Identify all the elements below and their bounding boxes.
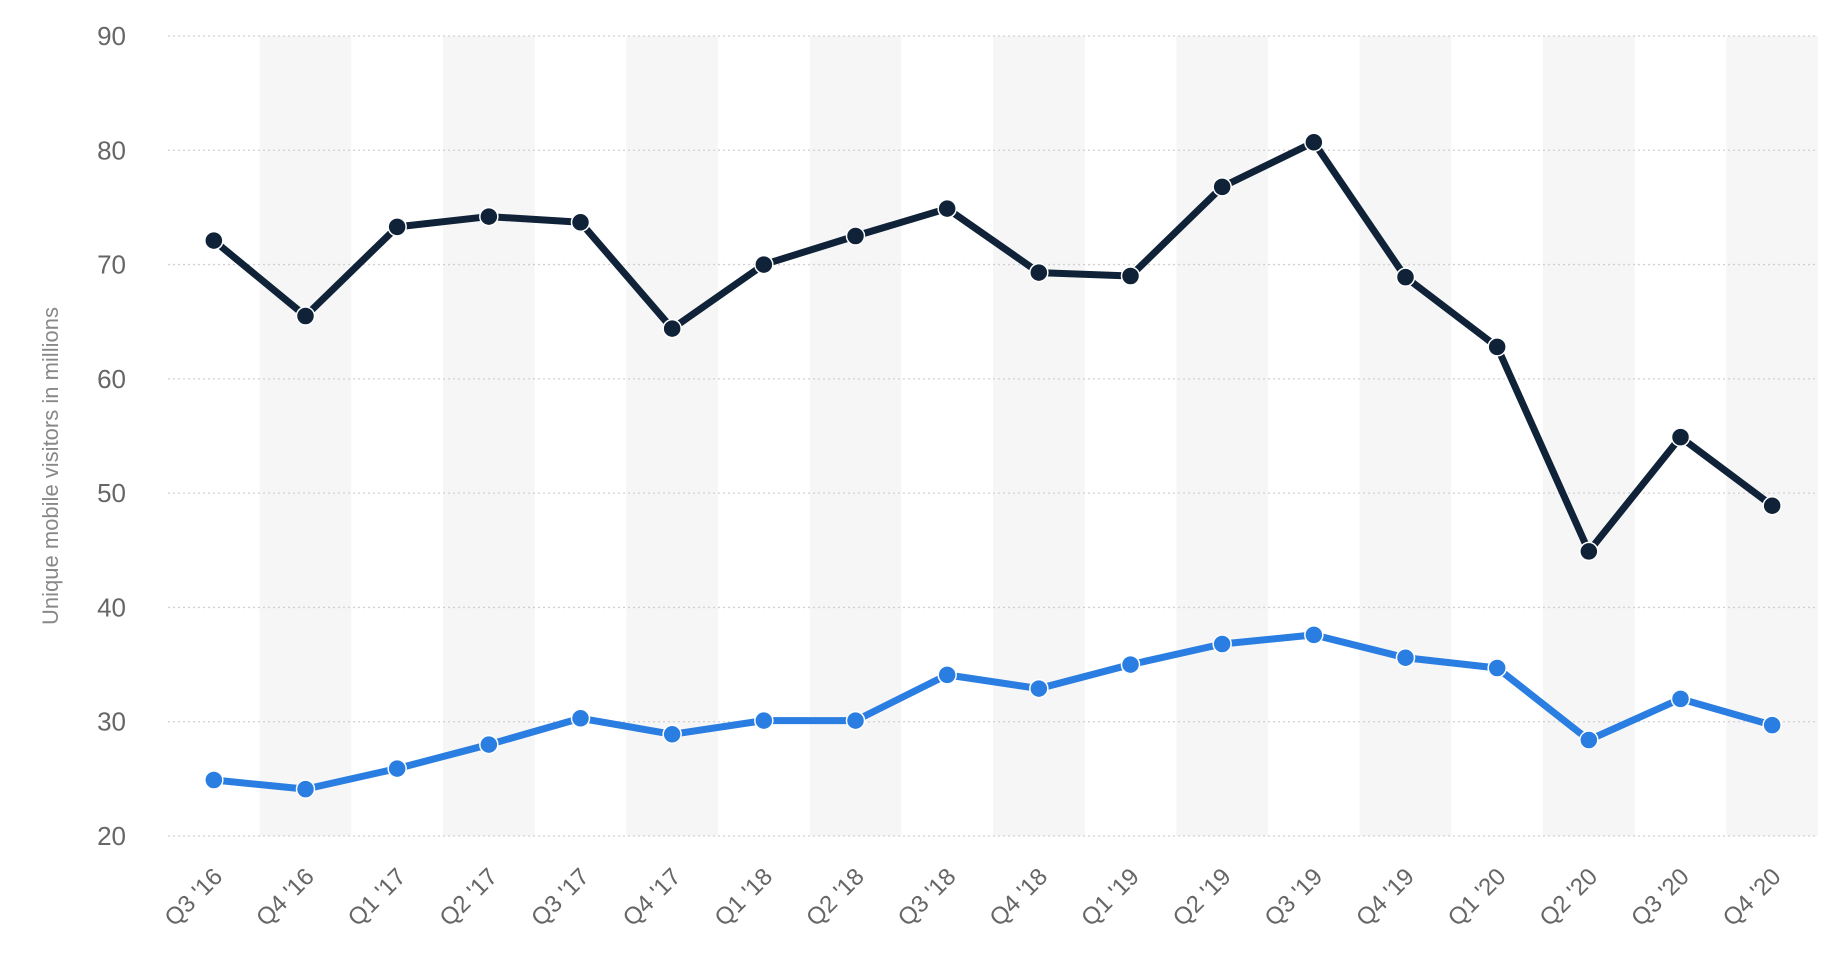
data-point[interactable] [1395,647,1416,668]
x-axis-ticks: Q3 '16 Q4 '16 Q1 '17 Q2 '17 Q3 '17 Q4 '17 Q1 '… [160,863,1787,932]
x-tick-label: Q4 '18 [985,863,1054,932]
data-point[interactable] [1304,132,1324,153]
gridlines [168,35,1818,837]
x-tick-label: Q3 '18 [893,863,962,932]
data-point[interactable] [1120,266,1141,286]
data-point[interactable] [845,226,866,246]
data-point[interactable] [204,230,224,251]
y-tick-label: 60 [97,364,126,394]
data-point[interactable] [1029,678,1049,699]
data-point[interactable] [295,779,316,799]
series-group [204,132,1782,799]
x-tick-label: Q4 '19 [1351,863,1420,932]
data-point[interactable] [1670,689,1691,709]
data-point[interactable] [479,734,499,755]
data-point[interactable] [754,254,774,275]
data-point[interactable] [570,212,591,233]
x-tick-label: Q2 '18 [801,863,870,932]
data-point[interactable] [1120,654,1141,675]
data-point[interactable] [204,770,224,790]
column-band [1359,36,1452,836]
data-point[interactable] [570,708,591,729]
series-line [210,138,1776,555]
data-point[interactable] [1304,625,1324,645]
column-band [1726,36,1818,836]
y-tick-label: 50 [97,478,126,508]
series-line [210,631,1776,793]
data-point[interactable] [295,306,316,326]
y-tick-label: 40 [97,592,126,622]
data-point[interactable] [937,665,957,685]
data-point[interactable] [754,710,774,731]
data-point[interactable] [1579,730,1599,750]
x-tick-label: Q3 '17 [526,863,595,932]
column-band [1543,36,1635,836]
x-tick-label: Q1 '17 [343,863,412,932]
data-point[interactable] [1579,541,1599,562]
column-band [1176,36,1268,836]
column-bands [259,36,1818,836]
y-tick-label: 30 [97,707,126,737]
y-tick-label: 20 [97,821,126,851]
x-tick-label: Q2 '19 [1168,863,1237,932]
x-tick-label: Q2 '20 [1535,863,1604,932]
column-band [259,36,352,836]
data-point[interactable] [479,206,499,227]
y-tick-label: 90 [97,21,126,51]
data-point[interactable] [662,724,682,745]
data-point[interactable] [1395,267,1416,287]
data-point[interactable] [845,710,866,731]
x-tick-label: Q3 '19 [1260,863,1329,932]
y-tick-label: 70 [97,250,126,280]
data-point[interactable] [1212,177,1232,197]
x-tick-label: Q4 '17 [618,863,687,932]
series-2 [204,625,1782,799]
column-band [626,36,718,836]
column-band [443,36,535,836]
x-tick-label: Q3 '20 [1626,863,1695,932]
data-point[interactable] [1487,658,1507,678]
x-tick-label: Q3 '16 [160,863,229,932]
data-point[interactable] [387,217,407,237]
series-1 [204,132,1782,562]
x-tick-label: Q4 '16 [251,863,320,932]
x-tick-label: Q4 '20 [1718,863,1787,932]
x-tick-label: Q1 '19 [1076,863,1145,932]
column-band [993,36,1085,836]
data-point[interactable] [937,198,957,219]
data-point[interactable] [387,758,407,779]
y-axis-label: Unique mobile visitors in millions [38,307,63,625]
y-tick-label: 80 [97,135,126,165]
y-axis-ticks: 20 30 40 50 60 70 80 90 [97,21,126,851]
x-tick-label: Q1 '20 [1443,863,1512,932]
data-point[interactable] [1762,495,1782,516]
x-tick-label: Q1 '18 [710,863,779,932]
data-point[interactable] [1487,337,1507,357]
data-point[interactable] [662,318,682,339]
x-tick-label: Q2 '17 [435,863,504,932]
data-point[interactable] [1670,427,1691,447]
data-point[interactable] [1212,634,1232,654]
data-point[interactable] [1762,715,1782,735]
data-point[interactable] [1029,262,1049,283]
